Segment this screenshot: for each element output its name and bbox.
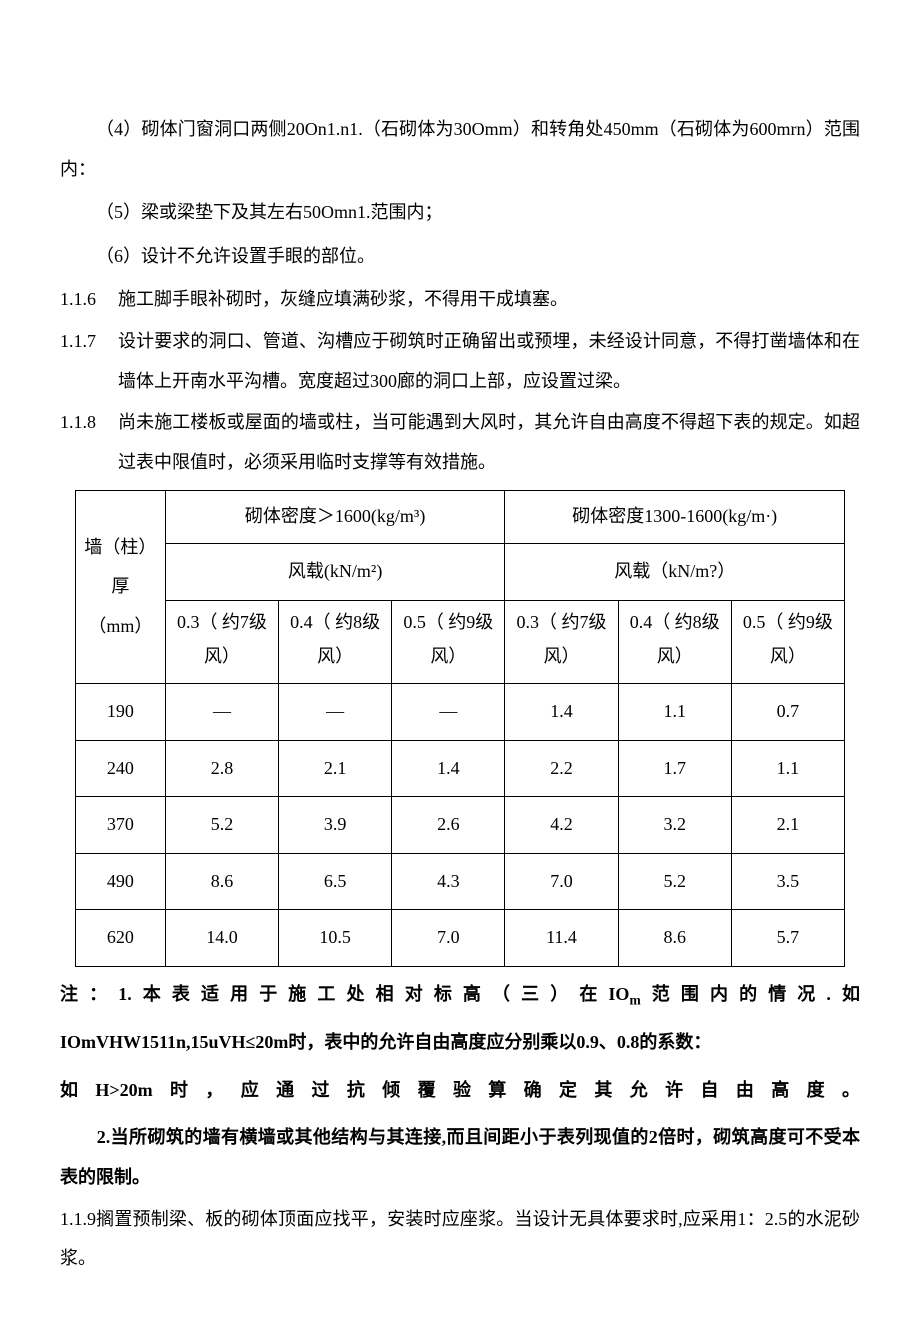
- cell-value: 1.1: [618, 683, 731, 740]
- note-1-text-a2: 范围内的情况.如: [641, 984, 860, 1004]
- note-2: 2.当所砌筑的墙有横墙或其他结构与其连接,而且间距小于表列现值的2倍时，砌筑高度…: [60, 1118, 860, 1197]
- wind-col-0-4a: 0.4（ 约8级风）: [279, 600, 392, 683]
- row-header-line-1: 墙（柱）厚: [84, 537, 156, 597]
- cell-value: 0.7: [731, 683, 844, 740]
- col-group-density-1300-1600: 砌体密度1300-1600(kg/m·): [505, 491, 845, 544]
- clause-number: 1.1.6: [60, 280, 118, 320]
- table-row: 240 2.8 2.1 1.4 2.2 1.7 1.1: [76, 740, 845, 797]
- cell-value: 2.1: [279, 740, 392, 797]
- cell-value: 2.1: [731, 797, 844, 854]
- cell-value: —: [165, 683, 278, 740]
- table-row: 620 14.0 10.5 7.0 11.4 8.6 5.7: [76, 910, 845, 967]
- cell-thickness: 490: [76, 853, 166, 910]
- note-prefix: 注：: [60, 984, 118, 1004]
- note-1-line-c: 如H>20m时，应通过抗倾覆验算确定其允许自由高度。: [60, 1071, 860, 1111]
- subscript-m: m: [629, 992, 640, 1007]
- note-1-text-a: 1.本表适用于施工处相对标高（三）在IO: [118, 984, 629, 1004]
- table-header-row-3: 0.3（ 约7级风） 0.4（ 约8级风） 0.5（ 约9级风） 0.3（ 约7…: [76, 600, 845, 683]
- paragraph-item-4: （4）砌体门窗洞口两侧20On1.n1.（石砌体为30Omm）和转角处450mm…: [60, 110, 860, 189]
- cell-value: 1.1: [731, 740, 844, 797]
- wind-col-0-5a: 0.5（ 约9级风）: [392, 600, 505, 683]
- cell-value: 5.2: [165, 797, 278, 854]
- cell-value: 1.4: [392, 740, 505, 797]
- table-header-row-1: 墙（柱）厚 （mm） 砌体密度＞1600(kg/m³) 砌体密度1300-160…: [76, 491, 845, 544]
- table-row: 190 — — — 1.4 1.1 0.7: [76, 683, 845, 740]
- note-1-line-a: 注：1.本表适用于施工处相对标高（三）在IOm范围内的情况.如: [60, 975, 860, 1015]
- clause-text: 施工脚手眼补砌时，灰缝应填满砂浆，不得用干成填塞。: [118, 280, 860, 320]
- note-2-body: 当所砌筑的墙有横墙或其他结构与其连接,而且间距小于表列现值的2倍时，砌筑高度可不…: [60, 1127, 860, 1187]
- cell-value: 11.4: [505, 910, 618, 967]
- clause-1-1-8: 1.1.8 尚未施工楼板或屋面的墙或柱，当可能遇到大风时，其允许自由高度不得超下…: [60, 403, 860, 482]
- paragraph-item-6: （6）设计不允许设置手眼的部位。: [60, 237, 860, 277]
- cell-value: 1.7: [618, 740, 731, 797]
- clause-text: 尚未施工楼板或屋面的墙或柱，当可能遇到大风时，其允许自由高度不得超下表的规定。如…: [118, 403, 860, 482]
- cell-value: —: [392, 683, 505, 740]
- clause-text: 设计要求的洞口、管道、沟槽应于砌筑时正确留出或预埋，未经设计同意，不得打凿墙体和…: [118, 322, 860, 401]
- cell-value: 4.2: [505, 797, 618, 854]
- col-group-density-1600: 砌体密度＞1600(kg/m³): [165, 491, 505, 544]
- row-header-line-2: （mm）: [88, 616, 152, 636]
- clause-1-1-9: 1.1.9搁置预制梁、板的砌体顶面应找平，安装时应座浆。当设计无具体要求时,应采…: [60, 1200, 860, 1279]
- cell-value: 7.0: [505, 853, 618, 910]
- wind-load-header-1: 风载(kN/m²): [165, 543, 505, 600]
- cell-value: 3.5: [731, 853, 844, 910]
- cell-value: 5.7: [731, 910, 844, 967]
- cell-thickness: 370: [76, 797, 166, 854]
- cell-value: 3.2: [618, 797, 731, 854]
- table-row: 370 5.2 3.9 2.6 4.2 3.2 2.1: [76, 797, 845, 854]
- cell-thickness: 620: [76, 910, 166, 967]
- cell-value: 3.9: [279, 797, 392, 854]
- paragraph-item-5: （5）梁或梁垫下及其左右50Omn1.范围内；: [60, 193, 860, 233]
- clause-number: 1.1.7: [60, 322, 118, 401]
- cell-value: 8.6: [618, 910, 731, 967]
- wind-col-0-3b: 0.3（ 约7级风）: [505, 600, 618, 683]
- wind-load-header-2: 风载（kN/m?）: [505, 543, 845, 600]
- table-row: 490 8.6 6.5 4.3 7.0 5.2 3.5: [76, 853, 845, 910]
- table-header-row-2: 风载(kN/m²) 风载（kN/m?）: [76, 543, 845, 600]
- cell-value: 7.0: [392, 910, 505, 967]
- cell-value: 14.0: [165, 910, 278, 967]
- clause-1-1-6: 1.1.6 施工脚手眼补砌时，灰缝应填满砂浆，不得用干成填塞。: [60, 280, 860, 320]
- cell-value: 10.5: [279, 910, 392, 967]
- wind-col-0-5b: 0.5（ 约9级风）: [731, 600, 844, 683]
- row-header-thickness: 墙（柱）厚 （mm）: [76, 491, 166, 684]
- cell-value: 5.2: [618, 853, 731, 910]
- wind-col-0-4b: 0.4（ 约8级风）: [618, 600, 731, 683]
- cell-thickness: 240: [76, 740, 166, 797]
- clause-number: 1.1.8: [60, 403, 118, 482]
- cell-thickness: 190: [76, 683, 166, 740]
- wind-col-0-3a: 0.3（ 约7级风）: [165, 600, 278, 683]
- cell-value: 1.4: [505, 683, 618, 740]
- clause-1-1-7: 1.1.7 设计要求的洞口、管道、沟槽应于砌筑时正确留出或预埋，未经设计同意，不…: [60, 322, 860, 401]
- cell-value: 2.6: [392, 797, 505, 854]
- cell-value: 2.2: [505, 740, 618, 797]
- cell-value: —: [279, 683, 392, 740]
- note-1-line-b: IOmVHW1511n,15uVH≤20m时，表中的允许自由高度应分别乘以0.9…: [60, 1023, 860, 1063]
- cell-value: 6.5: [279, 853, 392, 910]
- allowable-height-table: 墙（柱）厚 （mm） 砌体密度＞1600(kg/m³) 砌体密度1300-160…: [75, 490, 845, 967]
- cell-value: 4.3: [392, 853, 505, 910]
- cell-value: 2.8: [165, 740, 278, 797]
- cell-value: 8.6: [165, 853, 278, 910]
- note-2-lead: 2.: [60, 1127, 110, 1147]
